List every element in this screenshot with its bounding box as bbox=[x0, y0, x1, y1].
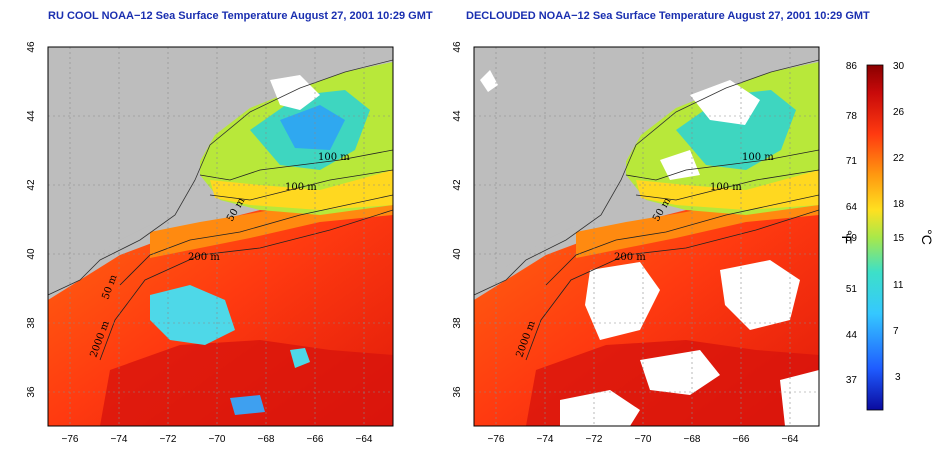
right-contour-label: 100 m bbox=[710, 182, 742, 193]
y-tick-label: 38 bbox=[26, 317, 37, 329]
x-tick-label: −74 bbox=[537, 434, 554, 445]
colorbar-gradient bbox=[866, 64, 884, 411]
contour-100m bbox=[635, 169, 819, 201]
y-tick-label: 36 bbox=[452, 386, 463, 398]
c-tick-label: 26 bbox=[893, 107, 905, 118]
f-tick-label: 59 bbox=[846, 233, 858, 244]
c-tick-label: 22 bbox=[893, 153, 905, 164]
y-tick-label: 42 bbox=[26, 179, 37, 191]
contour-200m bbox=[119, 194, 393, 286]
x-tick-label: −70 bbox=[209, 434, 226, 445]
left-contour-label: 100 m bbox=[318, 152, 350, 163]
cloud-gap bbox=[480, 70, 498, 92]
cloud-gap bbox=[720, 260, 800, 330]
x-tick-label: −72 bbox=[586, 434, 603, 445]
left-map bbox=[48, 47, 393, 426]
right-panel-title: DECLOUDED NOAA−12 Sea Surface Temperatur… bbox=[466, 10, 870, 22]
x-tick-label: −76 bbox=[62, 434, 79, 445]
cloud-gap bbox=[660, 150, 700, 180]
contour-50m bbox=[625, 149, 819, 181]
x-tick-label: −68 bbox=[684, 434, 701, 445]
f-tick-label: 51 bbox=[846, 284, 858, 295]
left-frame bbox=[47, 46, 394, 427]
x-tick-label: −68 bbox=[258, 434, 275, 445]
white-cloud-patch bbox=[270, 75, 320, 110]
cloud-gap bbox=[640, 350, 720, 395]
right-contour-label: 200 m bbox=[614, 252, 646, 263]
yellow-band bbox=[636, 170, 819, 210]
contour-2000m bbox=[525, 209, 819, 361]
fahrenheit-unit-label: °F bbox=[839, 230, 855, 244]
y-tick-label: 42 bbox=[452, 179, 463, 191]
contour-2000m bbox=[99, 209, 393, 361]
yellow-band bbox=[210, 170, 393, 210]
f-tick-label: 44 bbox=[846, 330, 858, 341]
right-frame bbox=[473, 46, 820, 427]
cloud-patch-cyan-small bbox=[290, 348, 310, 368]
y-tick-label: 40 bbox=[26, 248, 37, 260]
x-tick-label: −64 bbox=[356, 434, 373, 445]
gulf-stream-core bbox=[100, 340, 393, 426]
cloud-patch-blue bbox=[230, 395, 265, 415]
x-tick-label: −64 bbox=[782, 434, 799, 445]
right-y-axis: 46 44 42 40 38 36 bbox=[452, 41, 463, 398]
land-mainland bbox=[48, 47, 393, 290]
cloud-gap bbox=[690, 80, 760, 125]
y-tick-label: 46 bbox=[452, 41, 463, 53]
c-tick-label: 7 bbox=[893, 326, 899, 337]
right-x-axis: −76 −74 −72 −70 −68 −66 −64 bbox=[488, 434, 799, 445]
left-y-axis: 46 44 42 40 38 36 bbox=[26, 41, 37, 398]
grid bbox=[474, 47, 819, 426]
grid bbox=[48, 47, 393, 426]
right-map bbox=[474, 47, 819, 426]
f-tick-label: 64 bbox=[846, 202, 858, 213]
c-tick-label: 11 bbox=[893, 280, 904, 291]
y-tick-label: 36 bbox=[26, 386, 37, 398]
c-tick-label: 18 bbox=[893, 199, 905, 210]
f-tick-label: 71 bbox=[846, 156, 858, 167]
contour-200m bbox=[545, 194, 819, 286]
left-contour-label: 200 m bbox=[188, 252, 220, 263]
contour-50m bbox=[199, 149, 393, 181]
left-contour-label: 100 m bbox=[285, 182, 317, 193]
left-x-axis: −76 −74 −72 −70 −68 −66 −64 bbox=[62, 434, 373, 445]
land-mainland bbox=[474, 47, 819, 290]
y-tick-label: 38 bbox=[452, 317, 463, 329]
celsius-unit-label: °C bbox=[919, 229, 935, 245]
x-tick-label: −66 bbox=[307, 434, 324, 445]
f-tick-label: 37 bbox=[846, 375, 858, 386]
x-tick-label: −74 bbox=[111, 434, 128, 445]
cloud-gap bbox=[560, 390, 640, 426]
colorbar: 86 78 71 64 59 51 44 37 30 26 22 18 15 1… bbox=[839, 61, 935, 411]
y-tick-label: 44 bbox=[452, 110, 463, 122]
c-tick-label: 30 bbox=[893, 61, 905, 72]
y-tick-label: 44 bbox=[26, 110, 37, 122]
x-tick-label: −72 bbox=[160, 434, 177, 445]
x-tick-label: −70 bbox=[635, 434, 652, 445]
c-tick-label: 15 bbox=[893, 233, 905, 244]
contour-100m bbox=[209, 169, 393, 201]
x-tick-label: −76 bbox=[488, 434, 505, 445]
right-contour-label: 100 m bbox=[742, 152, 774, 163]
y-tick-label: 40 bbox=[452, 248, 463, 260]
y-tick-label: 46 bbox=[26, 41, 37, 53]
cloud-gap bbox=[585, 262, 660, 340]
x-tick-label: −66 bbox=[733, 434, 750, 445]
f-tick-label: 78 bbox=[846, 111, 858, 122]
c-tick-label: 3 bbox=[895, 372, 901, 383]
cloud-patch-cyan bbox=[150, 285, 235, 345]
left-panel-title: RU COOL NOAA−12 Sea Surface Temperature … bbox=[48, 10, 433, 22]
f-tick-label: 86 bbox=[846, 61, 858, 72]
